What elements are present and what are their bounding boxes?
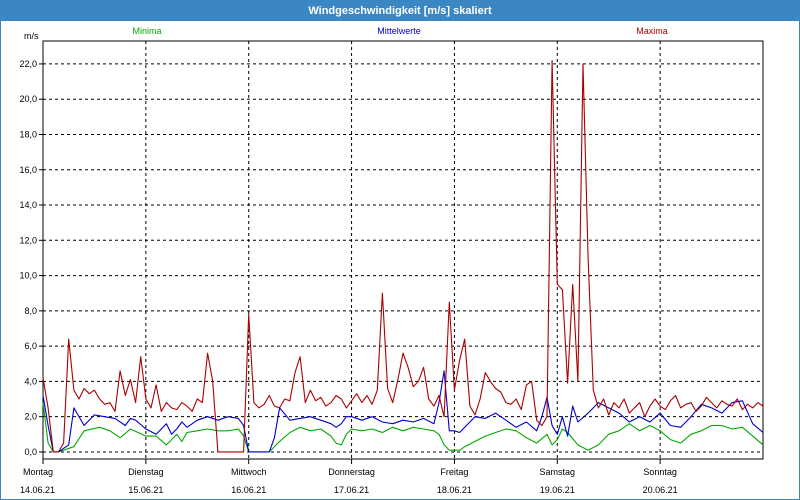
x-day-label: Freitag: [440, 467, 468, 477]
window-title: Windgeschwindigkeit [m/s] skaliert: [1, 1, 799, 21]
x-date-label: 18.06.21: [437, 485, 472, 495]
y-axis-label: m/s: [24, 31, 39, 41]
y-tick-label: 4,0: [24, 376, 37, 386]
y-tick-label: 2,0: [24, 412, 37, 422]
x-day-label: Donnerstag: [328, 467, 375, 477]
legend-item-minima: Minima: [132, 26, 161, 36]
x-date-label: 15.06.21: [128, 485, 163, 495]
x-date-label: 19.06.21: [540, 485, 575, 495]
x-day-label: Dienstag: [128, 467, 164, 477]
y-tick-label: 22,0: [19, 59, 37, 69]
y-tick-label: 8,0: [24, 306, 37, 316]
legend-item-mittelwerte: Mittelwerte: [377, 26, 421, 36]
x-date-label: 20.06.21: [643, 485, 678, 495]
x-date-label: 16.06.21: [231, 485, 266, 495]
series-line-maxima: [42, 59, 764, 453]
x-date-label: 17.06.21: [334, 485, 369, 495]
y-tick-label: 10,0: [19, 271, 37, 281]
x-day-label: Samstag: [540, 467, 576, 477]
legend-item-maxima: Maxima: [636, 26, 668, 36]
x-day-label: Montag: [23, 467, 53, 477]
x-date-label: 14.06.21: [20, 485, 55, 495]
y-tick-label: 14,0: [19, 200, 37, 210]
x-day-label: Mittwoch: [231, 467, 267, 477]
line-chart: m/s 0,0 2,0 4,0 6,0 8,0 10,0 12,0 14,0 16,0 18,0 20…: [19, 26, 764, 495]
y-tick-label: 18,0: [19, 129, 37, 139]
plot-area: [42, 40, 764, 460]
y-tick-label: 6,0: [24, 341, 37, 351]
y-tick-label: 0,0: [24, 447, 37, 457]
x-day-label: Sonntag: [643, 467, 677, 477]
series-line-minima: [42, 402, 764, 453]
series-line-mittelwerte: [42, 370, 764, 453]
y-tick-label: 20,0: [19, 94, 37, 104]
y-tick-label: 16,0: [19, 165, 37, 175]
y-tick-label: 12,0: [19, 235, 37, 245]
